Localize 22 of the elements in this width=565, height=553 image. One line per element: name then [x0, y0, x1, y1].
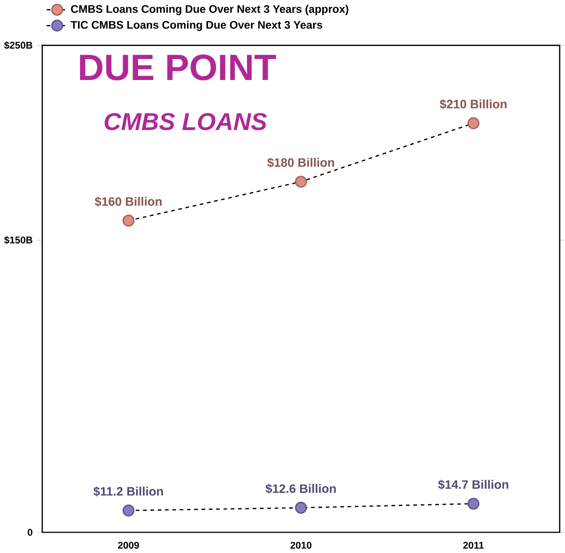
data-label: $14.7 Billion: [438, 480, 508, 490]
data-label: $160 Billion: [94, 196, 162, 207]
point: [295, 176, 307, 188]
data-label: $210 Billion: [440, 99, 507, 110]
point: [295, 502, 307, 514]
point: [467, 498, 480, 510]
x-tick-label: 2009: [118, 542, 139, 549]
x-tick-label: 2010: [290, 542, 312, 549]
y-tick-label: $250B: [4, 41, 32, 50]
chart-title: DUE POINT: [80, 54, 276, 80]
x-tick-label: 2011: [463, 542, 484, 549]
y-tick-label: 0: [28, 528, 32, 536]
data-label: $11.2 Billion: [93, 486, 163, 497]
y-tick-label: $150B: [4, 236, 32, 244]
point: [467, 117, 480, 130]
data-label: $12.6 Billion: [266, 484, 336, 494]
data-label: $180 Billion: [267, 158, 334, 168]
point: [122, 214, 134, 227]
point: [122, 504, 134, 517]
text: CMBS LOANS: [104, 113, 267, 130]
legend-label: TIC CMBS Loans Coming Due Over Next 3 Years: [70, 20, 322, 32]
legend-label: CMBS Loans Coming Due Over Next 3 Years (approx): [71, 4, 348, 16]
